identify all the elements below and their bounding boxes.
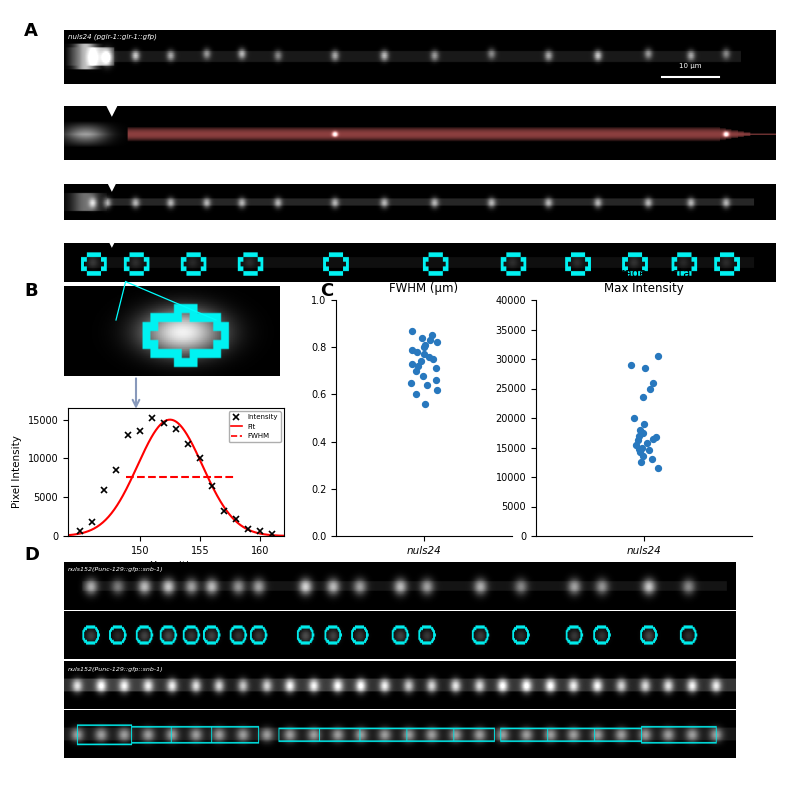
- Point: [636, 450, 649, 462]
- X-axis label: X position: X position: [150, 562, 202, 571]
- Point: [633, 442, 646, 455]
- Text: D: D: [24, 546, 39, 564]
- Point: [410, 388, 423, 401]
- Point: [643, 444, 656, 457]
- Text: ▼: ▼: [106, 234, 118, 249]
- Point: [630, 438, 642, 451]
- Text: ▼: ▼: [106, 103, 118, 118]
- Point: [419, 398, 432, 410]
- Point: [430, 383, 443, 396]
- Point: [633, 430, 646, 442]
- Legend: Intensity, Fit, FWHM: Intensity, Fit, FWHM: [229, 411, 281, 442]
- Point: [412, 360, 425, 373]
- Point: [431, 336, 444, 349]
- Text: nuls152(Punc-129::gfp::snb-1): nuls152(Punc-129::gfp::snb-1): [67, 567, 163, 572]
- Point: [422, 350, 435, 363]
- Point: [411, 346, 424, 358]
- Point: [404, 376, 417, 389]
- Point: [414, 355, 427, 368]
- Point: [627, 411, 640, 424]
- Point: [637, 391, 650, 404]
- Point: [418, 338, 431, 351]
- Point: [652, 350, 665, 362]
- Point: [647, 432, 660, 445]
- Point: [429, 362, 442, 375]
- Text: C: C: [320, 282, 334, 300]
- Text: A: A: [24, 22, 38, 40]
- Point: [640, 436, 653, 449]
- Point: [650, 430, 662, 443]
- Y-axis label: Pixel Intensity: Pixel Intensity: [12, 435, 22, 509]
- Point: [416, 331, 429, 344]
- Point: [646, 376, 659, 389]
- Point: [631, 434, 644, 447]
- Text: B: B: [24, 282, 38, 300]
- Point: [633, 446, 646, 458]
- Point: [652, 462, 665, 474]
- Point: [636, 441, 649, 454]
- Point: [638, 362, 651, 374]
- Point: [406, 358, 418, 370]
- Point: [421, 378, 434, 391]
- Point: [410, 365, 422, 378]
- Point: [634, 456, 647, 469]
- Point: [418, 341, 430, 354]
- Point: [633, 423, 646, 436]
- Text: nuls24 (pglr-1::glr-1::gfp): nuls24 (pglr-1::glr-1::gfp): [67, 34, 157, 41]
- Point: [424, 334, 437, 346]
- Point: [406, 343, 418, 356]
- Point: [426, 329, 438, 342]
- Point: [406, 324, 418, 337]
- Point: [638, 418, 650, 430]
- Point: [643, 382, 656, 395]
- Point: [625, 358, 638, 371]
- Point: [637, 426, 650, 439]
- Text: ▼: ▼: [106, 178, 118, 193]
- Point: [430, 374, 442, 386]
- Text: 10 μm: 10 μm: [679, 62, 702, 69]
- Point: [426, 353, 439, 366]
- Title: FWHM (μm): FWHM (μm): [390, 282, 458, 294]
- Text: nuls152(Punc-129::gfp::snb-1): nuls152(Punc-129::gfp::snb-1): [67, 666, 163, 671]
- Point: [645, 453, 658, 466]
- Point: [416, 369, 429, 382]
- Title: Average Puncta
Max Intensity: Average Puncta Max Intensity: [598, 266, 690, 294]
- Point: [418, 348, 430, 361]
